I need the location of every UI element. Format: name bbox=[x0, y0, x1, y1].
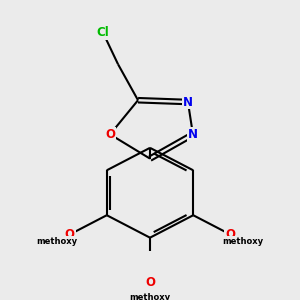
Text: O: O bbox=[105, 128, 115, 141]
Text: Cl: Cl bbox=[97, 26, 110, 39]
Text: O: O bbox=[64, 228, 75, 241]
Text: N: N bbox=[183, 95, 193, 109]
Text: O: O bbox=[145, 276, 155, 289]
Text: O: O bbox=[225, 228, 236, 241]
Text: N: N bbox=[188, 128, 198, 141]
Text: methoxy: methoxy bbox=[129, 293, 171, 300]
Text: methoxy: methoxy bbox=[223, 237, 264, 246]
Text: methoxy: methoxy bbox=[36, 237, 77, 246]
